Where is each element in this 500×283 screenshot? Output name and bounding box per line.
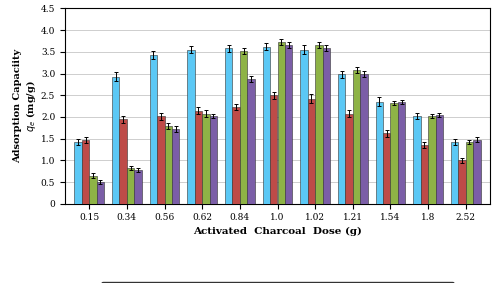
Bar: [383, 134, 390, 204]
Bar: [172, 129, 180, 204]
Bar: [150, 55, 157, 204]
Bar: [353, 70, 360, 204]
Bar: [74, 142, 82, 204]
Bar: [262, 47, 270, 204]
Legend: (I) Malathion, (II) Methomyl, (III) Abamectin, (IV) Thiamethoxam: (I) Malathion, (II) Methomyl, (III) Abam…: [101, 282, 454, 283]
Bar: [360, 74, 368, 204]
Bar: [225, 48, 232, 204]
Bar: [120, 119, 127, 204]
Bar: [346, 114, 353, 204]
Bar: [232, 108, 240, 204]
Bar: [210, 116, 217, 204]
Bar: [420, 145, 428, 204]
Bar: [164, 126, 172, 204]
Bar: [112, 77, 120, 204]
Bar: [458, 160, 466, 204]
Bar: [82, 140, 89, 204]
Bar: [89, 175, 96, 204]
Bar: [300, 50, 308, 204]
Bar: [285, 45, 292, 204]
Bar: [202, 113, 209, 204]
Y-axis label: Adsorption Capaciity
$q_e$ (mg/g): Adsorption Capaciity $q_e$ (mg/g): [13, 49, 38, 163]
Bar: [315, 45, 322, 204]
Bar: [338, 74, 345, 204]
Bar: [134, 170, 141, 204]
Bar: [473, 140, 480, 204]
Bar: [322, 48, 330, 204]
Bar: [195, 111, 202, 204]
Bar: [240, 51, 247, 204]
Bar: [414, 116, 420, 204]
Bar: [127, 168, 134, 204]
X-axis label: Activated  Charcoal  Dose (g): Activated Charcoal Dose (g): [193, 227, 362, 236]
Bar: [157, 116, 164, 204]
Bar: [308, 99, 315, 204]
Bar: [188, 50, 195, 204]
Bar: [428, 116, 436, 204]
Bar: [466, 142, 473, 204]
Bar: [278, 42, 285, 204]
Bar: [398, 102, 406, 204]
Bar: [436, 115, 443, 204]
Bar: [247, 79, 254, 204]
Bar: [390, 103, 398, 204]
Bar: [376, 102, 383, 204]
Bar: [96, 182, 104, 204]
Bar: [451, 142, 458, 204]
Bar: [270, 95, 278, 204]
